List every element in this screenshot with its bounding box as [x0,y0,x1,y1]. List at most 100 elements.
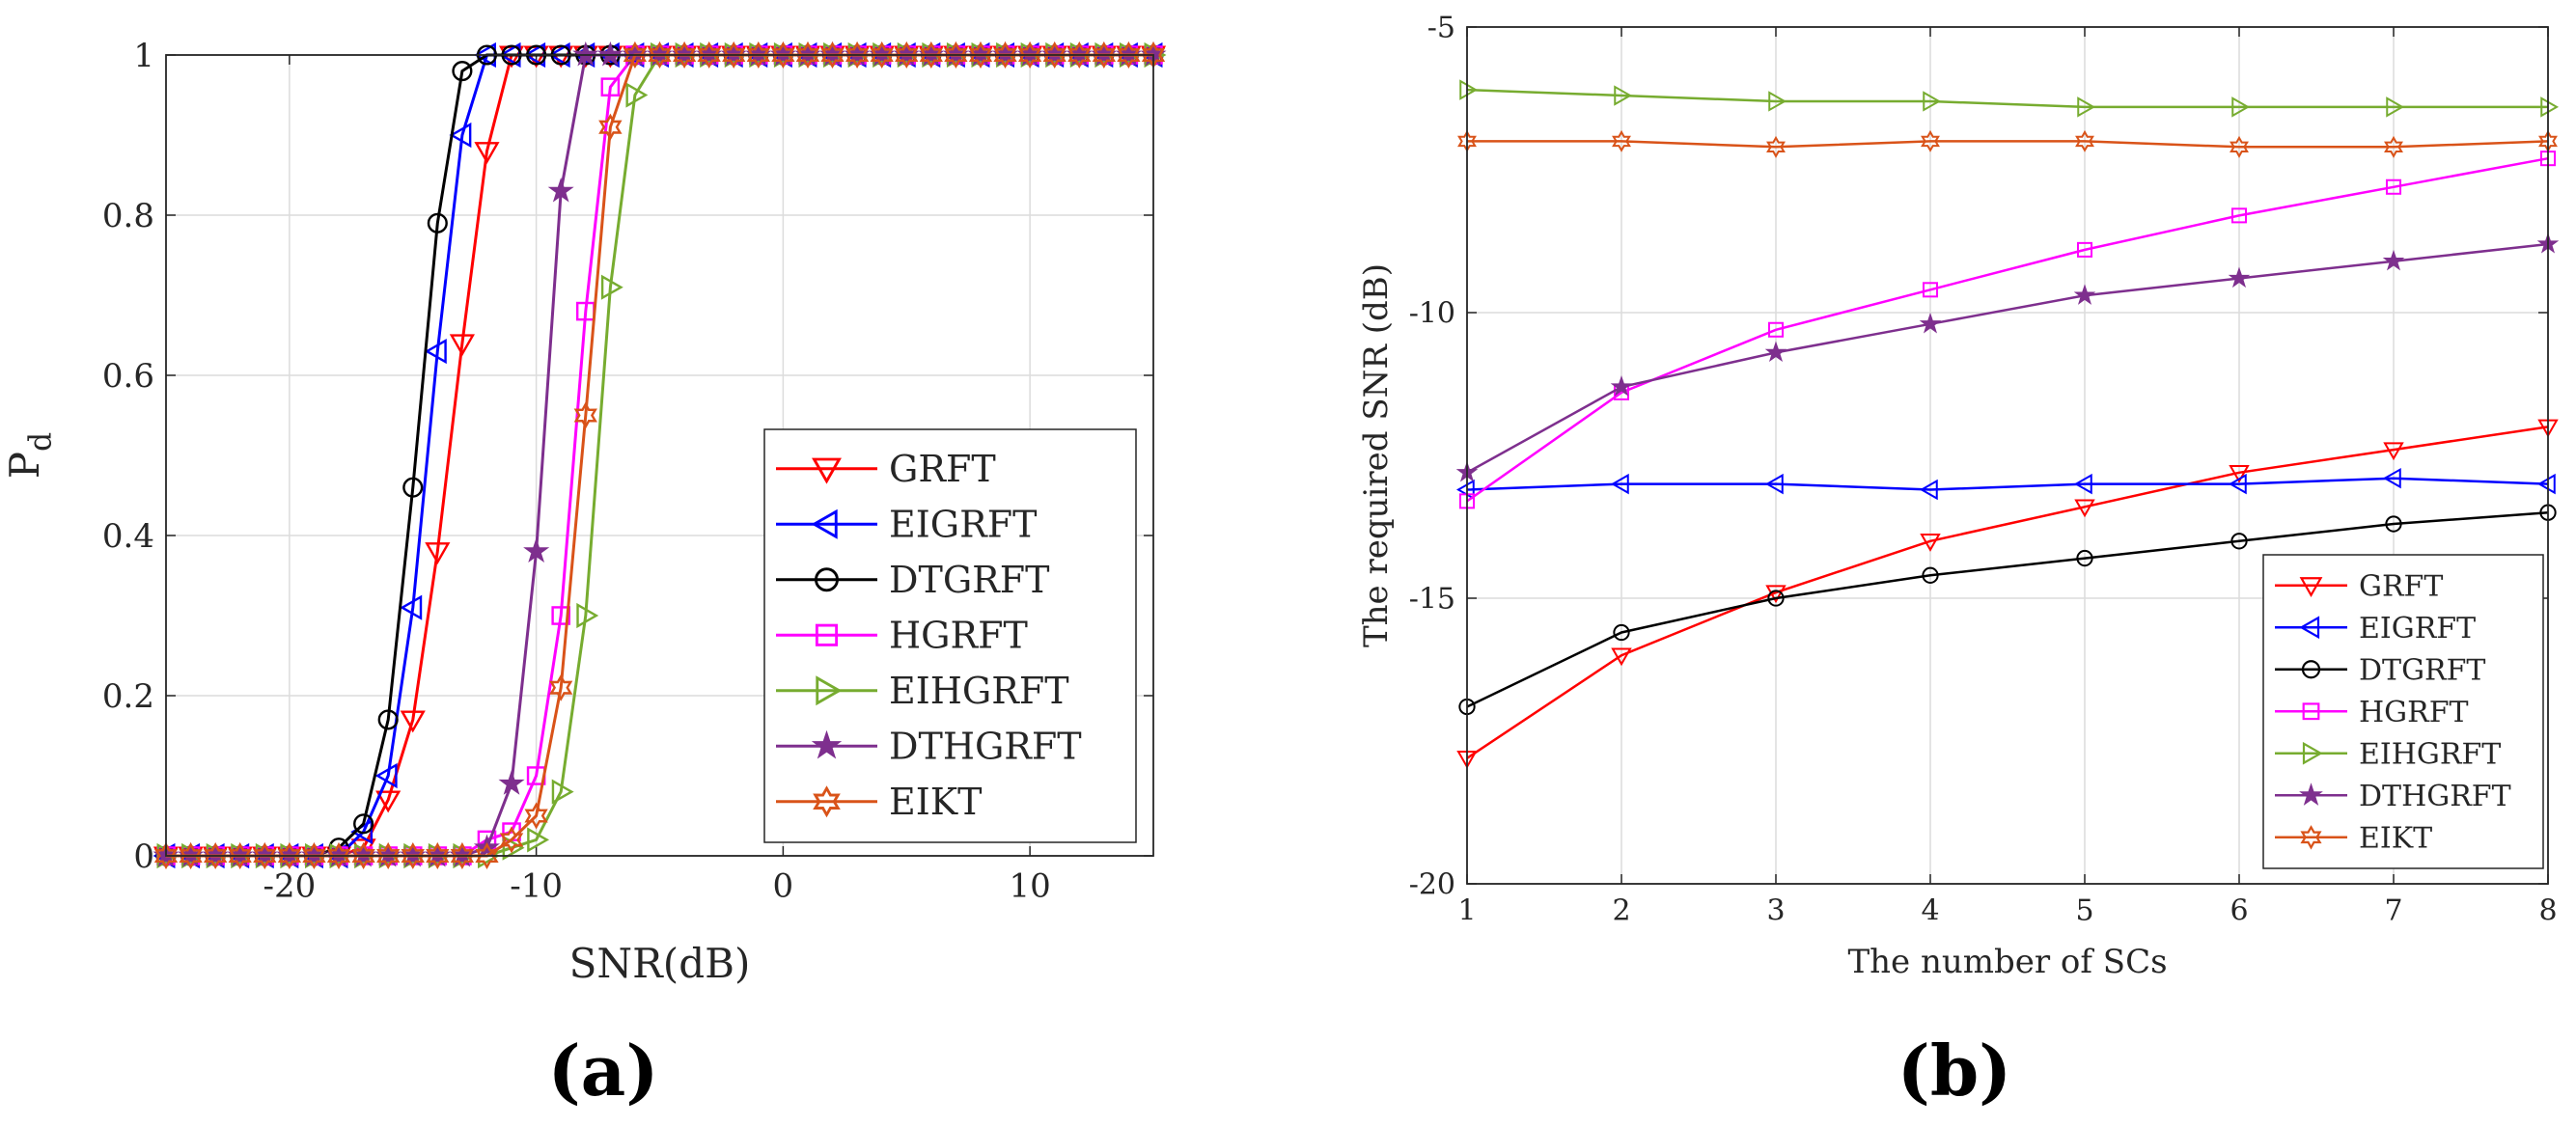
panel-b: 1 2 3 4 5 6 7 8 -20 -15 -10 -5 The number of SCs The … [1357,12,2560,981]
data-point [1919,479,1938,501]
data-point [549,673,573,701]
legend-label: EIGRFT [889,504,1037,546]
legend-label: GRFT [889,448,996,490]
x-tick-label: 5 [2075,894,2093,928]
legend-marker [811,508,838,539]
data-point [1767,321,1785,338]
x-tick-label: 8 [2538,894,2557,928]
data-point [1610,473,1629,495]
data-point [625,82,649,108]
series-line [1466,88,2548,109]
data-point [450,842,475,869]
legend-marker [2301,660,2321,679]
data-point [600,274,623,300]
data-point [1922,282,1939,298]
y-axis-label: Pd [1,432,59,479]
panel-label-a: (a) [548,1030,659,1112]
data-point [2228,266,2251,288]
data-point [402,477,424,498]
data-point [2384,135,2403,158]
data-point [475,842,499,869]
legend-item-eikt: EIKT [2275,821,2432,855]
y-tick-label: 0.6 [102,357,154,396]
legend-label: DTGRFT [889,559,1050,601]
data-point [1919,312,1942,334]
legend-label: DTHGRFT [2359,780,2511,813]
data-point [351,842,375,869]
data-point [722,41,746,69]
panel-label-b: (b) [1897,1030,2011,1112]
legend-item-eikt: EIKT [776,781,982,823]
legend-label: EIHGRFT [2359,737,2501,771]
legend-marker [811,729,843,759]
series-line [1466,426,2549,759]
data-point [1092,41,1117,69]
data-point [449,334,475,357]
x-tick-label: 0 [773,867,794,906]
data-point [427,212,448,233]
legend-marker [815,567,839,592]
data-point [2073,284,2096,305]
data-point [2536,473,2556,495]
legend-label: DTHGRFT [889,726,1082,768]
data-point [1614,85,1633,106]
data-point [2231,96,2251,118]
legend-label: EIKT [2359,821,2432,855]
legend-item-eigrft: EIGRFT [776,504,1037,546]
data-point [596,41,623,67]
legend-label: EIHGRFT [889,670,1069,712]
data-point [502,835,525,861]
data-point [919,41,943,69]
y-axis-label: The required SNR (dB) [1357,263,1396,647]
data-point [1067,41,1092,69]
data-point [1920,534,1941,552]
data-point [1764,473,1784,495]
data-point [2077,96,2096,118]
data-point [573,401,597,429]
data-point [1612,129,1631,152]
data-point [2074,499,2095,518]
data-point [400,594,423,620]
data-point [376,842,401,869]
data-point [1459,79,1479,100]
data-point [1923,91,1942,112]
y-tick-label: -15 [1409,583,1455,617]
data-point [425,542,451,565]
data-point [2383,442,2404,461]
legend: GRFT EIGRFT DTGRFT HGRFT EIHGRFT DTHGRFT EIKT [2262,554,2544,869]
x-axis-label: SNR(dB) [569,940,751,987]
data-point [1611,647,1632,667]
legend-item-eihgrft: EIHGRFT [776,670,1069,712]
data-point [153,842,179,869]
data-point [474,142,500,165]
data-point [551,779,574,805]
data-point [697,41,721,69]
data-point [326,842,351,869]
y-axis-label-main: The required SNR (dB) [1357,263,1396,647]
y-tick-label: 0.4 [102,517,154,556]
data-point [2385,515,2402,533]
legend-marker [2299,616,2320,640]
x-tick-label: 10 [1009,867,1050,906]
data-point [795,41,820,69]
data-point [547,177,574,203]
y-tick-label: -20 [1409,868,1455,902]
legend-marker [813,785,841,818]
y-tick-label: 0.8 [102,197,154,235]
data-point [576,602,599,629]
y-tick-label: 0.2 [102,677,154,716]
data-point [179,842,203,869]
legend-item-hgrft: HGRFT [2275,696,2469,729]
legend-marker [2302,741,2323,765]
legend-marker [2300,825,2322,850]
y-tick-label: -5 [1427,12,1455,45]
data-point [551,606,570,625]
series-line [1467,140,2549,149]
data-point [2076,241,2093,258]
axes-box [1466,26,2549,885]
data-point [2230,135,2249,158]
data-point [374,762,398,789]
y-tick-label: -10 [1409,297,1455,331]
y-axis-label-subscript: d [24,432,59,452]
